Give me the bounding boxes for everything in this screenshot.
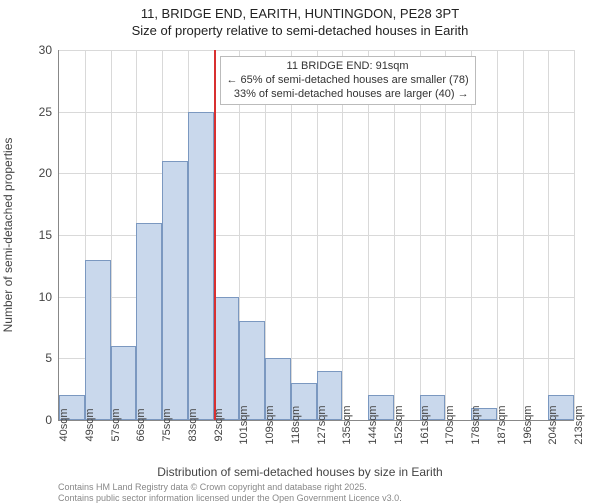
gridline-v [291, 50, 292, 420]
title-line-2: Size of property relative to semi-detach… [132, 23, 469, 38]
x-tick-label: 92sqm [213, 408, 225, 441]
y-axis-label: Number of semi-detached properties [1, 138, 15, 333]
gridline-v [394, 50, 395, 420]
gridline-v [497, 50, 498, 420]
x-tick-label: 101sqm [238, 405, 250, 444]
gridline-v [420, 50, 421, 420]
x-tick-label: 118sqm [290, 406, 302, 444]
x-tick-label: 127sqm [316, 405, 328, 444]
x-tick-label: 135sqm [341, 405, 353, 444]
x-tick-label: 57sqm [110, 408, 122, 441]
x-tick-label: 152sqm [393, 405, 405, 444]
x-axis-label: Distribution of semi-detached houses by … [0, 465, 600, 479]
y-tick-label: 25 [22, 105, 52, 119]
gridline-v [445, 50, 446, 420]
annotation-larger: 33% of semi-detached houses are larger (… [227, 88, 469, 102]
x-tick-label: 170sqm [444, 405, 456, 444]
chart-title: 11, BRIDGE END, EARITH, HUNTINGDON, PE28… [0, 6, 600, 40]
x-tick-label: 75sqm [161, 408, 173, 441]
plot-area: 11 BRIDGE END: 91sqm← 65% of semi-detach… [58, 50, 574, 421]
gridline-v [471, 50, 472, 420]
footer-line-1: Contains HM Land Registry data © Crown c… [58, 482, 367, 492]
histogram-bar [188, 112, 214, 420]
histogram-bar [162, 161, 188, 420]
x-tick-label: 187sqm [496, 405, 508, 444]
reference-marker-line [214, 50, 216, 420]
property-size-histogram: 11, BRIDGE END, EARITH, HUNTINGDON, PE28… [0, 0, 600, 500]
gridline-v [317, 50, 318, 420]
x-tick-label: 213sqm [573, 405, 585, 444]
x-tick-label: 49sqm [84, 408, 96, 441]
y-tick-label: 0 [22, 413, 52, 427]
x-tick-label: 161sqm [419, 405, 431, 444]
x-tick-label: 66sqm [135, 408, 147, 441]
annotation-smaller: ← 65% of semi-detached houses are smalle… [227, 74, 469, 88]
marker-annotation: 11 BRIDGE END: 91sqm← 65% of semi-detach… [220, 56, 476, 105]
y-tick-label: 15 [22, 228, 52, 242]
footer-line-2: Contains public sector information licen… [58, 493, 402, 503]
x-tick-label: 109sqm [264, 405, 276, 444]
gridline-v [523, 50, 524, 420]
histogram-bar [85, 260, 111, 420]
x-tick-label: 40sqm [58, 408, 70, 441]
x-tick-label: 196sqm [522, 405, 534, 444]
gridline-v [548, 50, 549, 420]
title-line-1: 11, BRIDGE END, EARITH, HUNTINGDON, PE28… [141, 6, 459, 21]
attribution-footer: Contains HM Land Registry data © Crown c… [58, 482, 402, 504]
annotation-title: 11 BRIDGE END: 91sqm [227, 60, 469, 74]
y-tick-label: 10 [22, 290, 52, 304]
y-tick-label: 30 [22, 43, 52, 57]
x-tick-label: 83sqm [187, 408, 199, 441]
x-tick-label: 178sqm [470, 405, 482, 444]
gridline-v [574, 50, 575, 420]
x-tick-label: 204sqm [547, 405, 559, 444]
histogram-bar [136, 223, 162, 420]
gridline-v [342, 50, 343, 420]
x-tick-label: 144sqm [367, 405, 379, 444]
gridline-v [368, 50, 369, 420]
histogram-bar [214, 297, 240, 420]
y-tick-label: 20 [22, 166, 52, 180]
y-tick-label: 5 [22, 351, 52, 365]
